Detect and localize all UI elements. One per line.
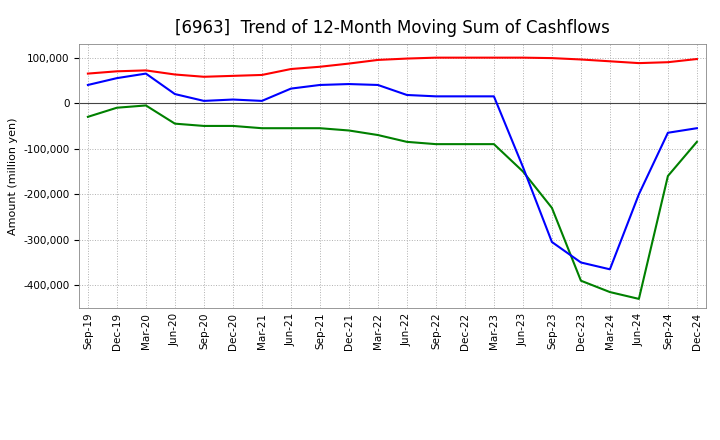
Operating Cashflow <box>112 69 121 74</box>
Investing Cashflow <box>548 205 557 210</box>
Investing Cashflow <box>606 290 614 295</box>
Free Cashflow <box>374 82 382 88</box>
Free Cashflow <box>461 94 469 99</box>
Investing Cashflow <box>518 169 527 174</box>
Investing Cashflow <box>315 125 324 131</box>
Investing Cashflow <box>431 142 440 147</box>
Line: Investing Cashflow: Investing Cashflow <box>88 106 697 299</box>
Investing Cashflow <box>112 105 121 110</box>
Free Cashflow <box>693 125 701 131</box>
Free Cashflow <box>258 98 266 103</box>
Free Cashflow <box>402 92 411 98</box>
Operating Cashflow <box>142 68 150 73</box>
Free Cashflow <box>142 71 150 76</box>
Operating Cashflow <box>606 59 614 64</box>
Investing Cashflow <box>228 123 237 128</box>
Operating Cashflow <box>693 56 701 62</box>
Free Cashflow <box>345 81 354 87</box>
Operating Cashflow <box>634 60 643 66</box>
Free Cashflow <box>84 82 92 88</box>
Operating Cashflow <box>199 74 208 79</box>
Operating Cashflow <box>664 59 672 65</box>
Operating Cashflow <box>287 66 295 72</box>
Free Cashflow <box>228 97 237 102</box>
Operating Cashflow <box>171 72 179 77</box>
Title: [6963]  Trend of 12-Month Moving Sum of Cashflows: [6963] Trend of 12-Month Moving Sum of C… <box>175 19 610 37</box>
Investing Cashflow <box>577 278 585 283</box>
Operating Cashflow <box>490 55 498 60</box>
Free Cashflow <box>112 76 121 81</box>
Free Cashflow <box>199 98 208 103</box>
Operating Cashflow <box>577 57 585 62</box>
Operating Cashflow <box>228 73 237 78</box>
Operating Cashflow <box>518 55 527 60</box>
Investing Cashflow <box>693 139 701 144</box>
Investing Cashflow <box>258 125 266 131</box>
Operating Cashflow <box>345 61 354 66</box>
Free Cashflow <box>287 86 295 91</box>
Operating Cashflow <box>84 71 92 76</box>
Investing Cashflow <box>664 173 672 179</box>
Operating Cashflow <box>461 55 469 60</box>
Investing Cashflow <box>374 132 382 138</box>
Operating Cashflow <box>402 56 411 61</box>
Free Cashflow <box>634 191 643 197</box>
Free Cashflow <box>490 94 498 99</box>
Free Cashflow <box>606 267 614 272</box>
Investing Cashflow <box>142 103 150 108</box>
Investing Cashflow <box>171 121 179 126</box>
Operating Cashflow <box>431 55 440 60</box>
Operating Cashflow <box>374 57 382 62</box>
Investing Cashflow <box>490 142 498 147</box>
Operating Cashflow <box>548 55 557 61</box>
Investing Cashflow <box>461 142 469 147</box>
Line: Free Cashflow: Free Cashflow <box>88 73 697 269</box>
Operating Cashflow <box>258 72 266 77</box>
Line: Operating Cashflow: Operating Cashflow <box>88 58 697 77</box>
Investing Cashflow <box>345 128 354 133</box>
Investing Cashflow <box>84 114 92 120</box>
Free Cashflow <box>664 130 672 136</box>
Operating Cashflow <box>315 64 324 70</box>
Free Cashflow <box>171 92 179 97</box>
Free Cashflow <box>548 239 557 245</box>
Investing Cashflow <box>287 125 295 131</box>
Investing Cashflow <box>402 139 411 144</box>
Free Cashflow <box>315 82 324 88</box>
Free Cashflow <box>518 164 527 169</box>
Free Cashflow <box>577 260 585 265</box>
Free Cashflow <box>431 94 440 99</box>
Y-axis label: Amount (million yen): Amount (million yen) <box>8 117 18 235</box>
Investing Cashflow <box>199 123 208 128</box>
Investing Cashflow <box>634 296 643 301</box>
